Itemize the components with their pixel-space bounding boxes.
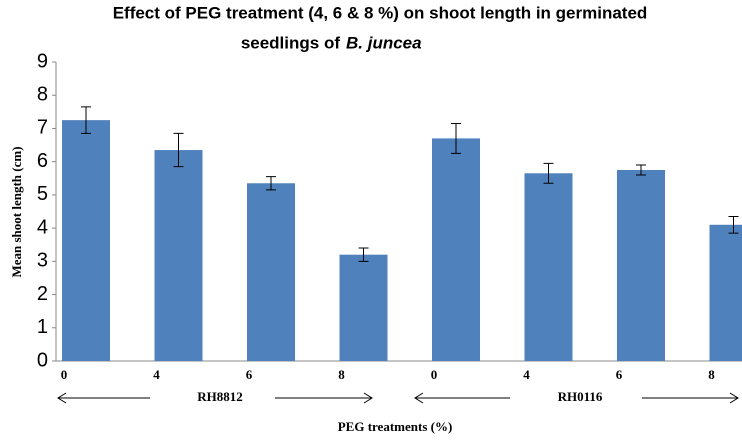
bar xyxy=(432,138,480,361)
group-arrows xyxy=(57,392,739,404)
y-tick-label: 9 xyxy=(37,50,48,72)
group-label: RH8812 xyxy=(197,389,243,404)
error-bar xyxy=(358,247,369,262)
bar xyxy=(339,254,388,361)
y-tick-label: 0 xyxy=(37,349,48,371)
y-tick-label: 2 xyxy=(37,283,48,305)
bar xyxy=(62,120,110,361)
chart-title: seedlings of xyxy=(241,33,341,52)
x-tick-label: 6 xyxy=(616,367,623,382)
error-bar xyxy=(266,176,276,191)
error-bar xyxy=(636,164,646,176)
bar xyxy=(247,183,295,361)
bar xyxy=(154,150,203,361)
y-tick-label: 8 xyxy=(37,84,48,106)
y-tick-label: 7 xyxy=(37,117,48,139)
y-tick-label: 3 xyxy=(37,250,48,272)
bar xyxy=(617,169,665,361)
error-bar xyxy=(81,106,91,134)
x-axis-label: PEG treatments (%) xyxy=(338,419,453,434)
bar xyxy=(709,224,742,361)
error-bar xyxy=(543,162,554,184)
error-bar xyxy=(173,132,184,168)
x-tick-label: 8 xyxy=(338,367,345,382)
bar xyxy=(524,173,573,361)
x-tick-label: 8 xyxy=(708,367,715,382)
error-bar xyxy=(451,122,461,154)
x-tick-label: 0 xyxy=(61,367,68,382)
y-axis-label: Mean shoot length (cm) xyxy=(9,146,24,277)
x-tick-label: 4 xyxy=(153,367,160,382)
error-bar xyxy=(728,215,739,234)
x-tick-label: 0 xyxy=(431,367,438,382)
group-label: RH0116 xyxy=(558,389,603,404)
y-tick-label: 1 xyxy=(37,316,48,338)
y-tick-label: 5 xyxy=(37,183,48,205)
y-tick-label: 6 xyxy=(37,150,48,172)
x-tick-label: 6 xyxy=(246,367,253,382)
x-tick-label: 4 xyxy=(523,367,530,382)
y-tick-label: 4 xyxy=(37,216,48,238)
chart-title: Effect of PEG treatment (4, 6 & 8 %) on … xyxy=(113,3,648,22)
chart-title: B. juncea xyxy=(346,33,422,52)
